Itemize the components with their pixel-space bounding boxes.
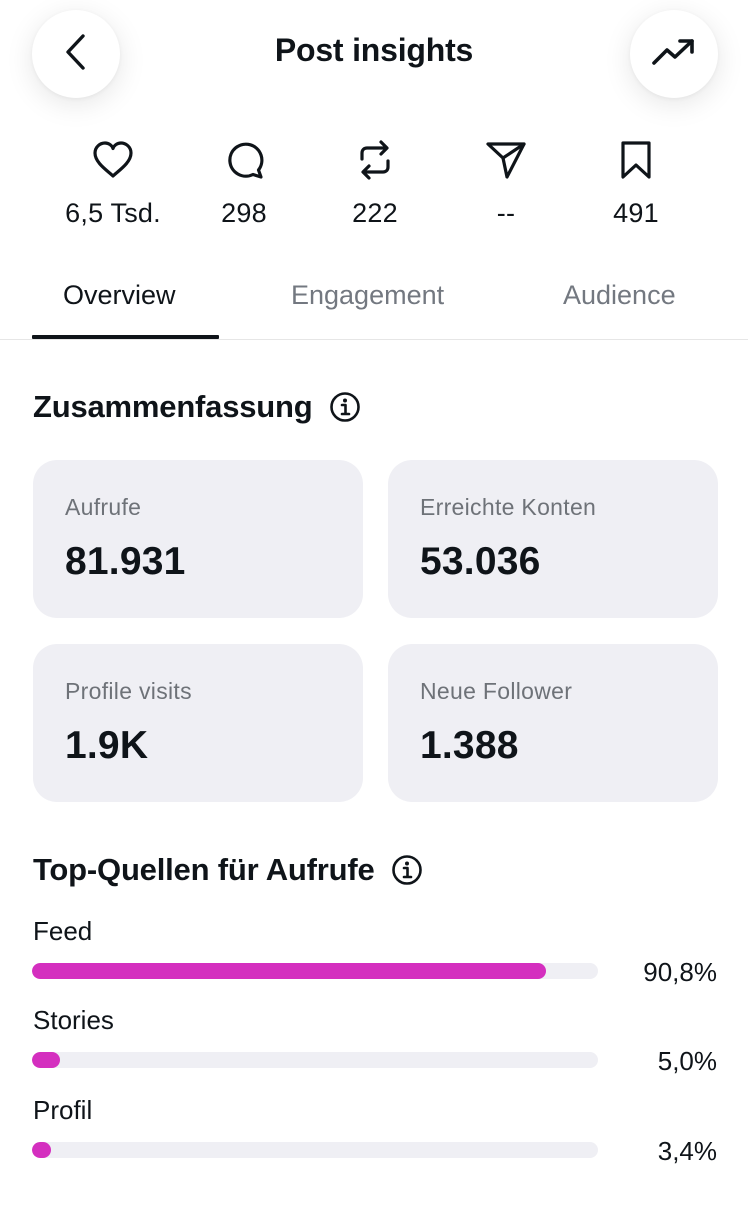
accounts-reached-label: Erreichte Konten bbox=[420, 494, 597, 520]
source-bar-fill bbox=[32, 963, 546, 979]
top-sources-title: Top-Quellen für Aufrufe bbox=[33, 852, 375, 887]
source-bar-track bbox=[32, 1052, 598, 1068]
source-percent: 5,0% bbox=[657, 1046, 717, 1076]
back-button[interactable] bbox=[32, 10, 120, 98]
top-sources-heading: Top-Quellen für Aufrufe bbox=[33, 852, 423, 888]
source-percent: 90,8% bbox=[643, 957, 717, 987]
profile-visits-card[interactable]: Profile visits 1.9K bbox=[33, 644, 363, 802]
profile-visits-value: 1.9K bbox=[65, 724, 149, 767]
engagement-stats: 6,5 Tsd. 298 222 -- 491 bbox=[0, 138, 748, 238]
shares-stat[interactable]: -- bbox=[436, 138, 576, 229]
source-bar-track bbox=[32, 1142, 598, 1158]
saves-count: 491 bbox=[613, 198, 659, 228]
accounts-reached-value: 53.036 bbox=[420, 540, 541, 583]
repost-icon bbox=[305, 138, 445, 182]
saves-stat[interactable]: 491 bbox=[566, 138, 706, 229]
views-label: Aufrufe bbox=[65, 494, 142, 520]
likes-stat[interactable]: 6,5 Tsd. bbox=[43, 138, 183, 229]
comment-icon bbox=[174, 138, 314, 182]
trends-button[interactable] bbox=[630, 10, 718, 98]
source-label: Profil bbox=[33, 1095, 93, 1125]
page-title: Post insights bbox=[274, 32, 474, 68]
new-followers-label: Neue Follower bbox=[420, 678, 573, 704]
heart-icon bbox=[43, 138, 183, 182]
bookmark-icon bbox=[566, 138, 706, 182]
reposts-stat[interactable]: 222 bbox=[305, 138, 445, 229]
reposts-count: 222 bbox=[352, 198, 398, 228]
source-percent: 3,4% bbox=[657, 1136, 717, 1166]
accounts-reached-card[interactable]: Erreichte Konten 53.036 bbox=[388, 460, 718, 618]
tab-audience[interactable]: Audience bbox=[563, 280, 676, 310]
tab-engagement[interactable]: Engagement bbox=[291, 280, 445, 310]
header: Post insights bbox=[0, 0, 748, 112]
profile-visits-label: Profile visits bbox=[65, 678, 192, 704]
source-bar-track bbox=[32, 963, 598, 979]
likes-count: 6,5 Tsd. bbox=[65, 198, 161, 228]
source-bar-fill bbox=[32, 1142, 52, 1158]
new-followers-value: 1.388 bbox=[420, 724, 519, 767]
comments-stat[interactable]: 298 bbox=[174, 138, 314, 229]
shares-count: -- bbox=[496, 198, 516, 228]
trending-up-icon bbox=[651, 37, 697, 72]
source-label: Feed bbox=[33, 916, 93, 946]
chevron-left-icon bbox=[61, 32, 91, 77]
source-label: Stories bbox=[33, 1005, 114, 1035]
send-icon bbox=[436, 138, 576, 182]
new-followers-card[interactable]: Neue Follower 1.388 bbox=[388, 644, 718, 802]
views-value: 81.931 bbox=[65, 540, 186, 583]
views-card[interactable]: Aufrufe 81.931 bbox=[33, 460, 363, 618]
summary-heading: Zusammenfassung bbox=[33, 389, 361, 425]
insights-tabs: Overview Engagement Audience bbox=[0, 262, 748, 340]
source-bar-fill bbox=[32, 1052, 61, 1068]
summary-title: Zusammenfassung bbox=[33, 389, 313, 424]
info-icon[interactable] bbox=[329, 391, 361, 423]
active-tab-indicator bbox=[32, 335, 219, 339]
comments-count: 298 bbox=[221, 198, 267, 228]
tab-overview[interactable]: Overview bbox=[63, 280, 176, 310]
info-icon[interactable] bbox=[391, 854, 423, 886]
